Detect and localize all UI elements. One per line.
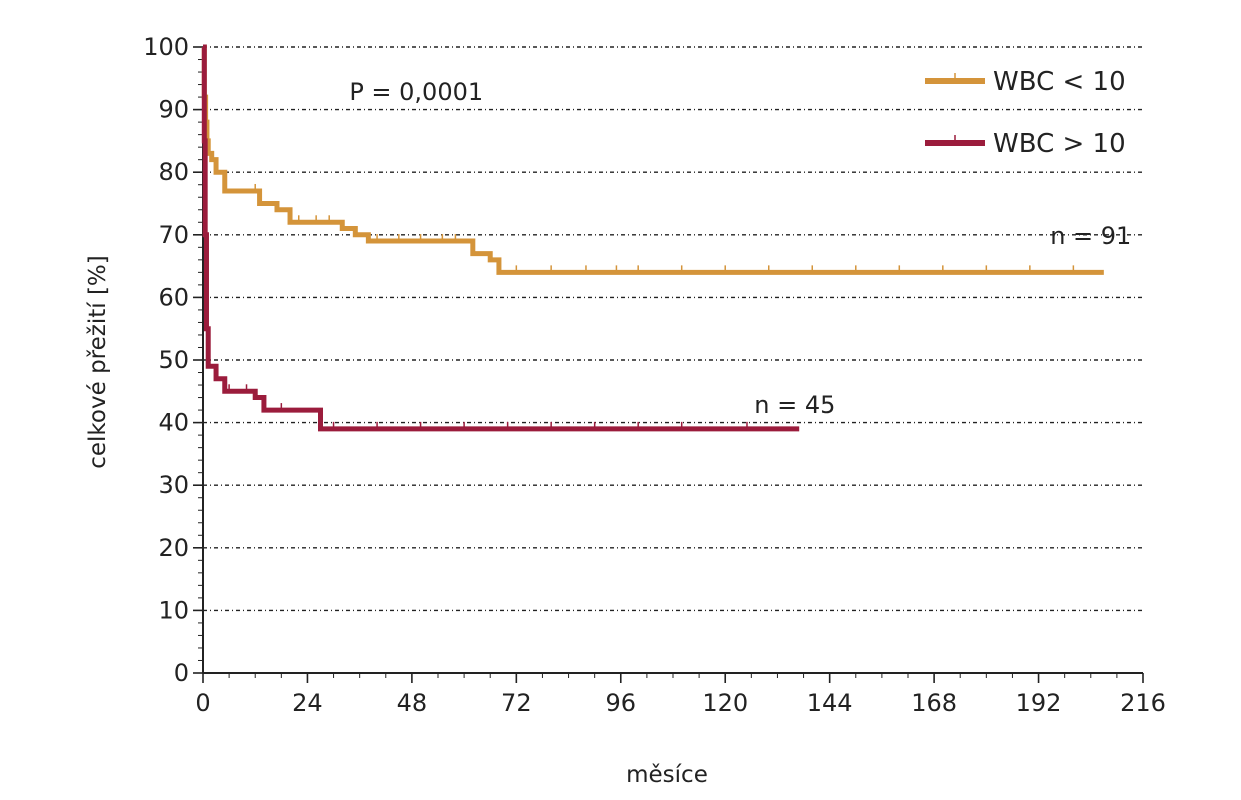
y-tick-label-50: 50: [158, 346, 189, 374]
x-tick-label-144: 144: [807, 689, 853, 717]
series-line-1: [201, 44, 800, 432]
legend-label-1: WBC > 10: [993, 129, 1126, 159]
y-tick-label-30: 30: [158, 471, 189, 499]
x-tick-label-96: 96: [606, 689, 637, 717]
x-tick-label-216: 216: [1120, 689, 1166, 717]
y-tick-label-60: 60: [158, 283, 189, 311]
series-group: [201, 44, 1104, 432]
x-axis-title: měsíce: [626, 762, 708, 788]
y-tick-label-100: 100: [143, 33, 189, 61]
annotation-1: n = 91: [1050, 222, 1131, 250]
y-tick-label-20: 20: [158, 534, 189, 562]
x-tick-label-24: 24: [292, 689, 323, 717]
x-tick-label-192: 192: [1016, 689, 1062, 717]
legend: WBC < 10 WBC > 10: [925, 67, 1126, 159]
x-tick-label-48: 48: [397, 689, 428, 717]
y-tick-label-10: 10: [158, 596, 189, 624]
y-axis-title: celkové přežití [%]: [85, 255, 111, 469]
annotation-2: n = 45: [754, 391, 835, 419]
y-tick-label-40: 40: [158, 409, 189, 437]
x-tick-label-0: 0: [195, 689, 210, 717]
annotations: P = 0,0001 n = 91 n = 45: [349, 78, 1131, 419]
y-tick-label-80: 80: [158, 158, 189, 186]
annotation-0: P = 0,0001: [349, 78, 483, 106]
x-tick-label-72: 72: [501, 689, 532, 717]
y-tick-label-90: 90: [158, 96, 189, 124]
y-tick-label-0: 0: [174, 659, 189, 687]
y-tick-label-70: 70: [158, 221, 189, 249]
x-tick-label-120: 120: [702, 689, 748, 717]
x-tick-label-168: 168: [911, 689, 957, 717]
legend-label-0: WBC < 10: [993, 67, 1126, 97]
